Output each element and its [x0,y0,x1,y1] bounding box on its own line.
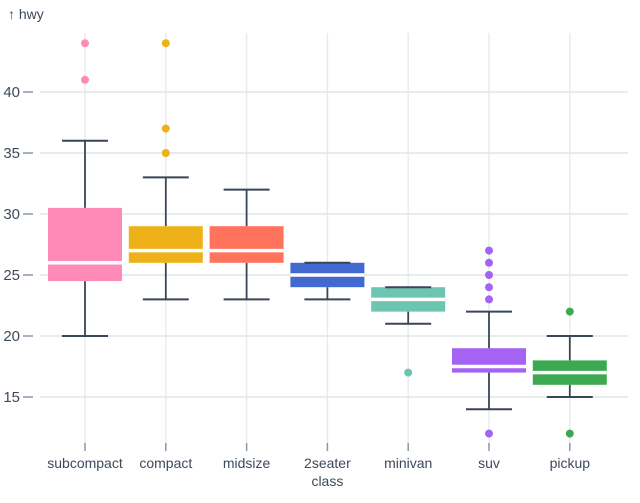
y-tick-label: 30 [3,206,20,223]
median-line [290,273,365,277]
outlier-dot [485,271,493,279]
y-tick-label: 20 [3,328,20,345]
y-tick-label: 15 [3,389,20,406]
outlier-dot [161,149,170,157]
outlier-dot [565,429,574,438]
outlier-dot [161,124,170,133]
x-tick-label: minivan [384,455,432,471]
median-line [452,364,526,369]
x-axis-title: class [311,473,343,489]
median-line [371,297,446,302]
outlier-dot [485,258,493,267]
y-axis-title: ↑ hwy [8,6,44,22]
median-line [532,370,607,375]
outlier-dot [485,295,493,304]
outlier-dot [161,39,170,48]
median-line [48,261,122,265]
x-tick-label: compact [139,455,192,471]
outlier-dot [81,75,89,84]
outlier-dot [81,39,89,48]
outlier-dot [565,307,574,316]
outlier-dot [485,283,493,292]
box-midsize [209,226,284,263]
median-line [209,248,284,253]
x-tick-label: 2seater [304,455,351,471]
x-tick-label: subcompact [47,455,123,471]
x-tick-label: suv [478,455,500,471]
outlier-dot [485,246,493,255]
median-line [128,248,203,253]
x-tick-label: pickup [550,455,591,471]
box-subcompact [48,207,122,282]
y-tick-label: 35 [3,145,20,162]
box-compact [128,226,203,263]
outlier-dot [404,368,413,377]
y-tick-label: 25 [3,267,20,284]
box-suv [452,348,526,373]
outlier-dot [485,429,493,438]
y-tick-label: 40 [3,84,20,101]
x-tick-label: midsize [223,455,271,471]
